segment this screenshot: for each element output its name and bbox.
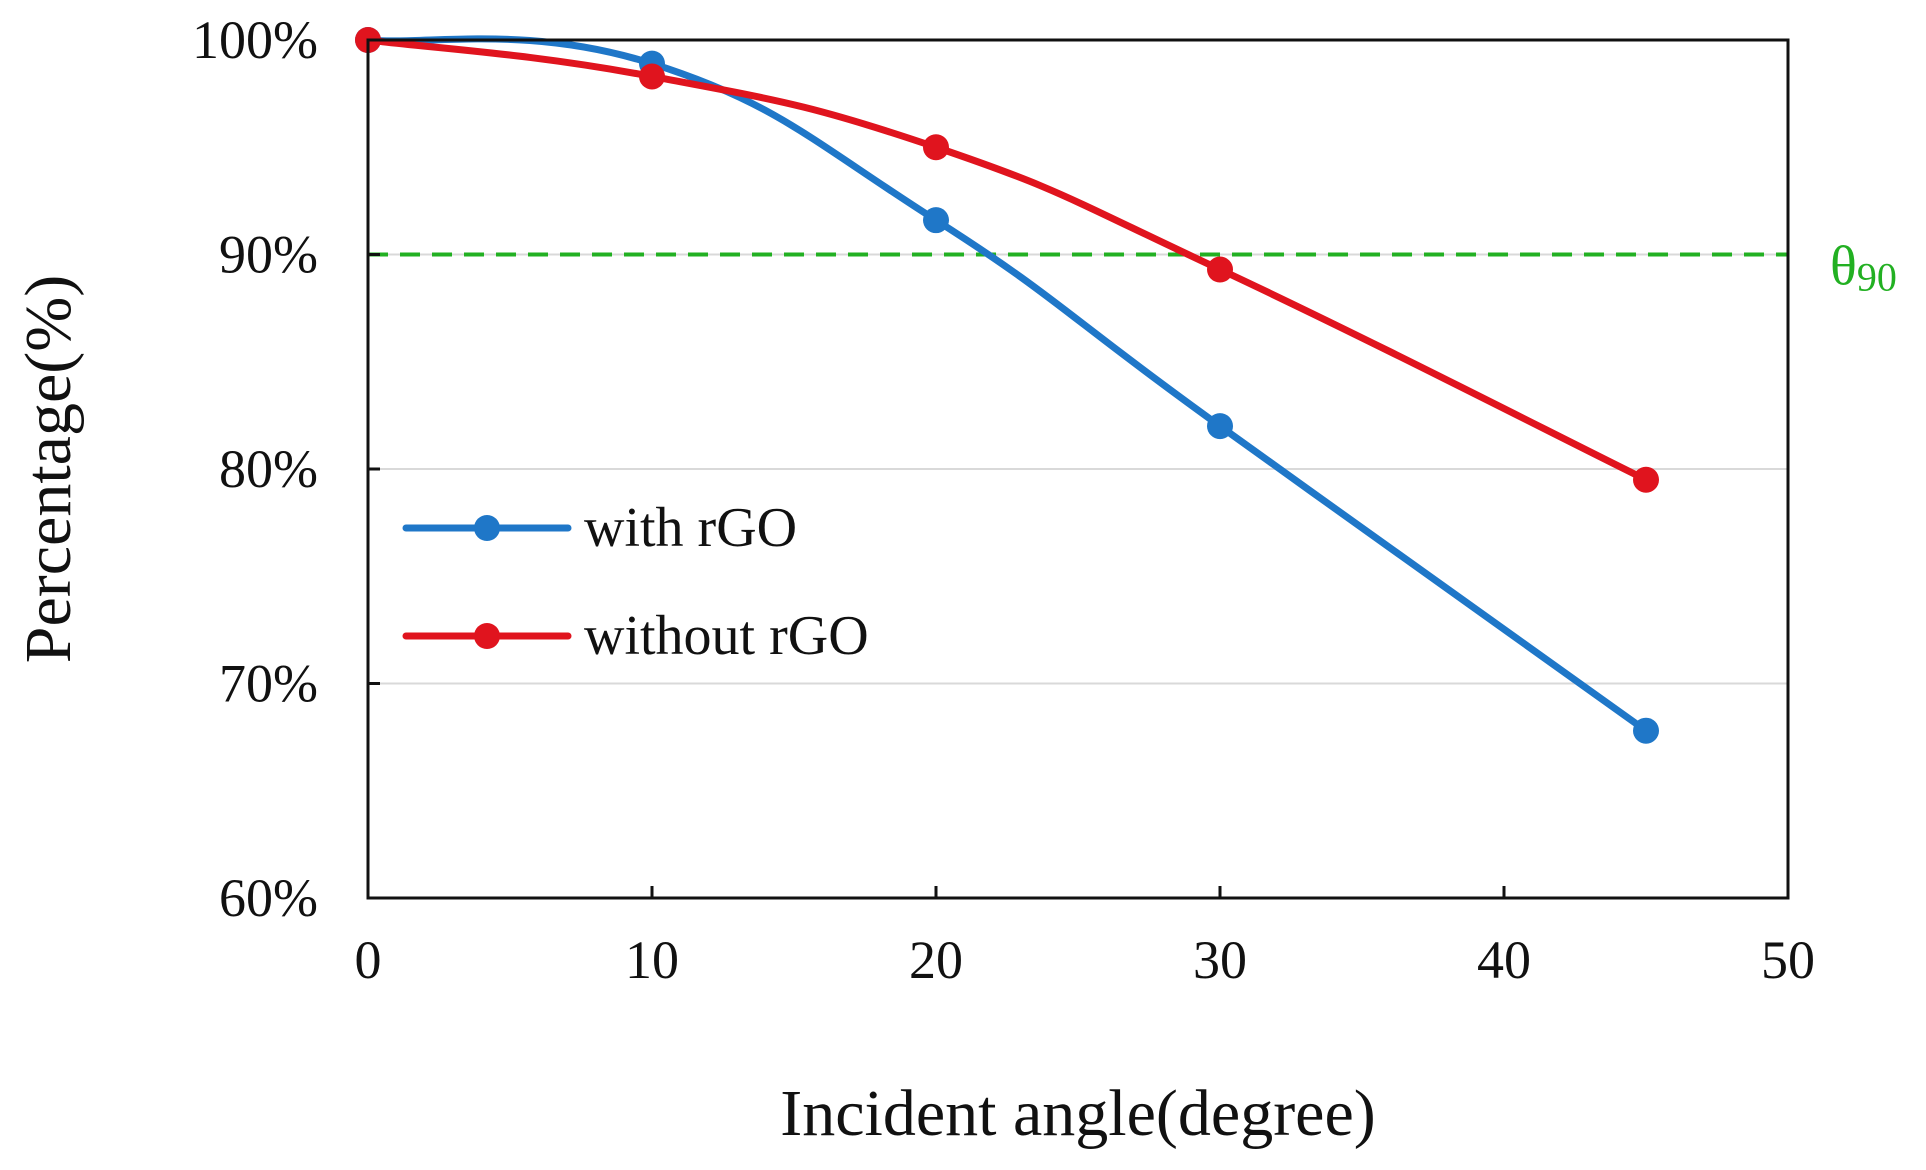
data-point — [1633, 717, 1659, 744]
y-tick-label: 100% — [192, 10, 318, 70]
legend-label: with rGO — [584, 497, 797, 559]
y-tick-label: 70% — [219, 654, 318, 714]
data-point — [639, 63, 665, 90]
y-axis-title: Percentage(%) — [12, 275, 85, 663]
series-line — [364, 35, 1650, 735]
axis-ticks: 0 10 20 30 40 50 60% 70% 80% 90% 100% — [192, 10, 1815, 990]
y-tick-label: 80% — [219, 439, 318, 499]
data-point — [923, 207, 949, 234]
legend-swatch-marker — [474, 623, 500, 649]
legend-entry: with rGO — [402, 497, 797, 559]
x-tick-label: 40 — [1477, 930, 1531, 990]
x-tick-label: 50 — [1761, 930, 1815, 990]
legend: with rGO without rGO — [402, 497, 869, 667]
data-point — [1633, 466, 1659, 493]
legend-swatch-marker — [474, 515, 500, 541]
reference-line-label-symbol: θ — [1830, 236, 1857, 298]
x-tick-label: 0 — [355, 930, 382, 990]
reference-line-label: θ90 — [1830, 236, 1897, 300]
reference-line-label-subscript: 90 — [1857, 255, 1897, 300]
x-tick-label: 10 — [625, 930, 679, 990]
x-tick-label: 20 — [909, 930, 963, 990]
reference-line-label-group: θ90 — [1830, 236, 1897, 300]
y-tick-label: 60% — [219, 868, 318, 928]
x-axis-title: Incident angle(degree) — [780, 1077, 1375, 1150]
series-group — [355, 27, 1659, 744]
series-without-rgo — [355, 27, 1659, 493]
data-point — [923, 134, 949, 161]
y-tick-label: 90% — [219, 225, 318, 285]
x-tick-label: 30 — [1193, 930, 1247, 990]
series-line — [364, 36, 1650, 484]
legend-entry: without rGO — [402, 605, 869, 667]
data-point — [1207, 256, 1233, 283]
data-point — [1207, 413, 1233, 440]
legend-label: without rGO — [584, 605, 869, 667]
